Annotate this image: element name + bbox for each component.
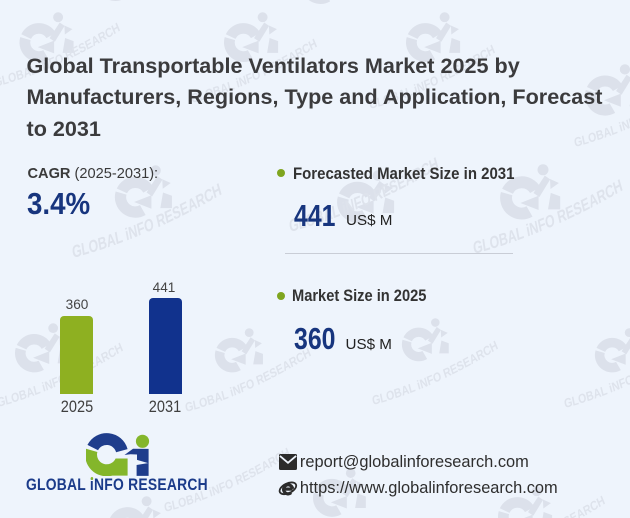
svg-text:GLOBAL iNFO RESEARCH: GLOBAL iNFO RESEARCH (472, 176, 625, 259)
